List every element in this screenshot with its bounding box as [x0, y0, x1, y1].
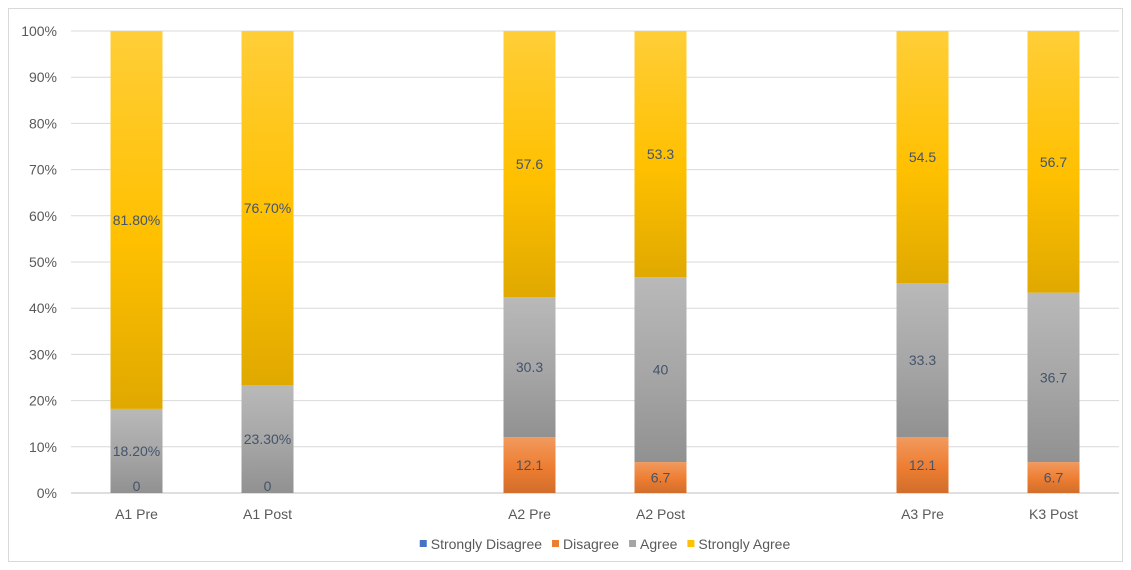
data-label: 30.3	[516, 359, 543, 375]
bar-segment	[896, 31, 949, 284]
y-tick-label: 80%	[29, 115, 57, 131]
data-label: 81.80%	[113, 212, 160, 228]
data-label: 18.20%	[113, 443, 160, 459]
bars	[110, 31, 1080, 493]
data-label: 23.30%	[244, 431, 291, 447]
y-tick-label: 90%	[29, 69, 57, 85]
x-axis-tick-labels: A1 Pre A1 Post A2 Pre A2 Post A3 Pre K3 Post	[115, 506, 1078, 522]
data-label: 57.6	[516, 156, 543, 172]
legend-swatch	[687, 540, 695, 547]
legend: Strongly Disagree Disagree Agree Strongly A…	[419, 536, 790, 552]
data-label: 12.1	[516, 457, 543, 473]
data-label: 33.3	[909, 352, 936, 368]
x-tick-label: A3 Pre	[901, 506, 944, 522]
bar-segment	[110, 31, 163, 409]
bar-segment	[896, 283, 949, 438]
bar-segment	[241, 385, 294, 493]
stacked-bar-chart: 0% 10% 20% 30% 40% 50% 60% 70% 80% 90% 100% 0 18.20…	[21, 23, 1119, 552]
legend-label: Disagree	[563, 536, 619, 552]
data-label: 36.7	[1040, 369, 1067, 385]
bar-segment	[1027, 292, 1080, 463]
data-label: 0	[264, 478, 272, 494]
y-tick-label: 50%	[29, 254, 57, 270]
y-tick-label: 0%	[37, 485, 57, 501]
bar-segment	[110, 408, 163, 493]
bar-segment	[241, 31, 294, 386]
data-label: 0	[133, 478, 141, 494]
bar-segment	[1027, 31, 1080, 293]
data-label: 6.7	[651, 470, 671, 486]
legend-swatch	[629, 540, 637, 547]
x-tick-label: A1 Pre	[115, 506, 158, 522]
bar-segment	[503, 297, 556, 438]
bar-segment	[896, 437, 949, 493]
data-label: 40	[653, 362, 669, 378]
y-axis-tick-labels: 0% 10% 20% 30% 40% 50% 60% 70% 80% 90% 100%	[21, 23, 57, 501]
legend-item: Agree	[629, 536, 678, 552]
data-labels: 0 18.20% 81.80% 0 23.30% 76.70% 12.1 30.3 57.6 6.…	[113, 146, 1068, 494]
legend-label: Strongly Agree	[698, 536, 790, 552]
data-label: 76.70%	[244, 200, 291, 216]
legend-item: Disagree	[552, 536, 619, 552]
x-tick-label: K3 Post	[1029, 506, 1078, 522]
legend-swatch	[419, 540, 427, 547]
y-tick-label: 10%	[29, 439, 57, 455]
gridlines	[71, 30, 1119, 494]
y-tick-label: 30%	[29, 346, 57, 362]
y-tick-label: 100%	[21, 23, 57, 39]
y-tick-label: 20%	[29, 393, 57, 409]
legend-item: Strongly Agree	[687, 536, 790, 552]
y-tick-label: 60%	[29, 208, 57, 224]
bar-segment	[634, 462, 687, 493]
chart-frame: 0% 10% 20% 30% 40% 50% 60% 70% 80% 90% 100% 0 18.20…	[8, 8, 1123, 562]
data-label: 54.5	[909, 149, 936, 165]
data-label: 53.3	[647, 146, 674, 162]
data-label: 12.1	[909, 457, 936, 473]
data-label: 56.7	[1040, 154, 1067, 170]
bar-segment	[634, 31, 687, 278]
bar-segment	[503, 31, 556, 298]
y-tick-label: 70%	[29, 162, 57, 178]
x-tick-label: A2 Post	[636, 506, 685, 522]
legend-item: Strongly Disagree	[419, 536, 542, 552]
bar-segment	[634, 277, 687, 463]
data-label: 6.7	[1044, 470, 1064, 486]
legend-label: Strongly Disagree	[431, 536, 542, 552]
legend-label: Agree	[640, 536, 678, 552]
y-tick-label: 40%	[29, 300, 57, 316]
x-tick-label: A2 Pre	[508, 506, 551, 522]
legend-swatch	[552, 540, 560, 547]
x-tick-label: A1 Post	[243, 506, 292, 522]
bar-segment	[1027, 462, 1080, 493]
bar-segment	[503, 437, 556, 493]
